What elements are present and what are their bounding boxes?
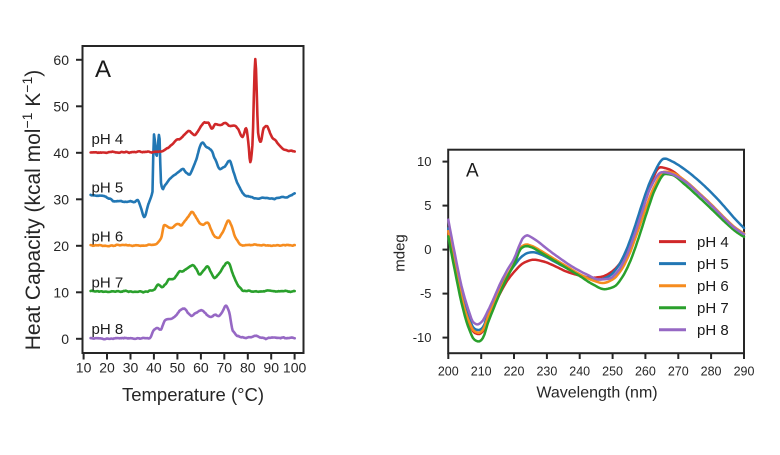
svg-text:270: 270 xyxy=(668,365,689,379)
svg-text:Temperature (°C): Temperature (°C) xyxy=(122,384,264,405)
svg-text:pH 8: pH 8 xyxy=(697,322,729,339)
svg-text:80: 80 xyxy=(240,360,256,376)
svg-text:10: 10 xyxy=(53,284,69,300)
svg-text:230: 230 xyxy=(536,365,557,379)
svg-text:pH 8: pH 8 xyxy=(92,321,124,338)
svg-text:40: 40 xyxy=(146,360,162,376)
svg-text:pH 7: pH 7 xyxy=(697,300,729,317)
svg-text:290: 290 xyxy=(734,365,755,379)
svg-text:60: 60 xyxy=(53,52,69,68)
svg-text:260: 260 xyxy=(635,365,656,379)
svg-text:60: 60 xyxy=(193,360,209,376)
svg-text:70: 70 xyxy=(217,360,233,376)
svg-text:mdeg: mdeg xyxy=(392,234,409,272)
svg-text:pH 5: pH 5 xyxy=(92,179,124,196)
svg-text:pH 4: pH 4 xyxy=(92,131,124,148)
svg-text:Heat Capacity (kcal mol−1 K−1): Heat Capacity (kcal mol−1 K−1) xyxy=(19,70,45,351)
svg-text:240: 240 xyxy=(569,365,590,379)
svg-text:10: 10 xyxy=(76,360,92,376)
svg-text:50: 50 xyxy=(170,360,186,376)
svg-text:10: 10 xyxy=(417,154,431,169)
svg-text:-10: -10 xyxy=(413,330,432,345)
svg-text:280: 280 xyxy=(701,365,722,379)
svg-text:pH 4: pH 4 xyxy=(697,234,729,251)
svg-text:pH 5: pH 5 xyxy=(697,256,729,273)
svg-text:pH 6: pH 6 xyxy=(92,228,124,245)
svg-text:A: A xyxy=(95,56,111,83)
svg-text:Wavelength (nm): Wavelength (nm) xyxy=(536,385,657,402)
svg-text:90: 90 xyxy=(263,360,279,376)
svg-text:20: 20 xyxy=(53,238,69,254)
svg-text:30: 30 xyxy=(53,191,69,207)
svg-text:20: 20 xyxy=(99,360,115,376)
svg-text:pH 6: pH 6 xyxy=(697,278,729,295)
svg-text:30: 30 xyxy=(123,360,139,376)
svg-text:A: A xyxy=(466,161,479,182)
svg-text:50: 50 xyxy=(53,98,69,114)
svg-text:220: 220 xyxy=(504,365,525,379)
svg-text:5: 5 xyxy=(424,198,431,213)
svg-text:250: 250 xyxy=(602,365,623,379)
svg-text:200: 200 xyxy=(438,365,459,379)
svg-text:40: 40 xyxy=(53,145,69,161)
svg-text:100: 100 xyxy=(283,360,307,376)
svg-text:210: 210 xyxy=(471,365,492,379)
svg-text:0: 0 xyxy=(61,331,69,347)
svg-text:pH 7: pH 7 xyxy=(92,275,124,292)
svg-text:0: 0 xyxy=(424,242,431,257)
svg-text:-5: -5 xyxy=(420,286,432,301)
